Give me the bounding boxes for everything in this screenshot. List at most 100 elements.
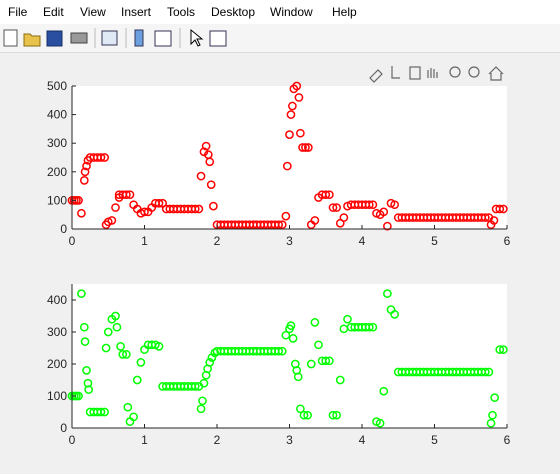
marker — [480, 213, 490, 222]
marker — [209, 201, 218, 211]
marker — [281, 330, 291, 340]
marker — [298, 143, 307, 152]
marker — [111, 203, 120, 212]
marker — [116, 342, 125, 351]
axes-toolbar — [369, 66, 504, 83]
y-tick-label: 300 — [47, 136, 67, 150]
legend-icon[interactable] — [154, 30, 172, 47]
marker — [293, 372, 303, 382]
x-tick-label: 4 — [359, 433, 366, 447]
marker — [379, 207, 389, 217]
pointer-icon[interactable] — [190, 28, 204, 47]
marker — [488, 410, 497, 420]
y-tick-label: 200 — [47, 165, 67, 179]
menu-item[interactable]: Window — [270, 5, 313, 19]
x-tick-label: 5 — [431, 234, 438, 248]
zoom-out-icon[interactable] — [468, 66, 480, 78]
menu-item[interactable]: File — [8, 5, 28, 19]
y-tick-label: 300 — [47, 325, 67, 339]
marker — [122, 350, 131, 359]
y-tick-label: 500 — [47, 79, 67, 93]
marker — [495, 204, 505, 214]
marker — [205, 157, 215, 167]
new-icon[interactable] — [3, 29, 18, 47]
marker — [364, 322, 374, 332]
marker — [321, 190, 331, 200]
link-icon[interactable] — [101, 30, 118, 46]
toolbar-icons — [3, 28, 227, 48]
marker — [499, 345, 508, 354]
property-icon[interactable] — [209, 30, 227, 47]
marker — [277, 346, 287, 356]
marker — [111, 311, 120, 321]
x-tick-label: 0 — [69, 433, 76, 447]
marker — [332, 203, 341, 212]
menu-item[interactable]: Help — [332, 5, 357, 19]
marker — [296, 128, 305, 138]
menu-item[interactable]: Edit — [43, 5, 64, 19]
marker — [154, 198, 164, 208]
marker — [383, 221, 392, 231]
pan-icon[interactable] — [427, 68, 438, 78]
marker — [288, 334, 298, 343]
zoom-in-icon[interactable] — [449, 66, 461, 78]
marker — [274, 346, 283, 356]
marker — [304, 143, 313, 152]
x-tick-label: 3 — [286, 234, 293, 248]
brush-icon[interactable] — [369, 69, 383, 83]
marker — [495, 345, 505, 354]
marker — [282, 161, 292, 171]
marker — [125, 190, 135, 200]
marker — [321, 356, 331, 366]
marker — [306, 359, 316, 369]
marker — [82, 161, 91, 171]
marker — [390, 200, 399, 210]
menu-item[interactable]: Desktop — [211, 5, 256, 19]
marker — [196, 171, 206, 181]
marker — [328, 203, 338, 212]
marker — [288, 101, 297, 111]
marker — [379, 386, 389, 396]
y-tick-label: 0 — [60, 222, 67, 236]
marker — [96, 153, 106, 162]
menu-bar: File Edit View Insert Tools Desktop Window Help — [0, 0, 560, 24]
y-tick-label: 400 — [47, 108, 67, 122]
marker — [205, 358, 215, 367]
menu-item[interactable]: Insert — [121, 5, 152, 19]
open-icon[interactable] — [23, 33, 41, 47]
y-tick-label: 100 — [47, 193, 67, 207]
marker — [100, 153, 109, 162]
marker — [132, 375, 142, 385]
x-tick-label: 6 — [504, 234, 511, 248]
menu-item[interactable]: View — [80, 5, 106, 19]
marker — [294, 93, 304, 102]
marker — [325, 356, 334, 366]
marker — [303, 410, 312, 420]
marker — [136, 358, 146, 367]
marker — [277, 220, 287, 230]
print-icon[interactable] — [70, 32, 88, 44]
x-tick-label: 3 — [286, 433, 293, 447]
marker — [285, 130, 294, 139]
save-icon[interactable] — [46, 30, 63, 47]
marker — [499, 204, 508, 214]
marker — [339, 213, 349, 222]
marker — [296, 404, 305, 414]
marker — [286, 321, 296, 330]
colorbar-icon[interactable] — [134, 29, 144, 47]
marker — [77, 289, 86, 298]
marker — [96, 407, 106, 417]
marker — [368, 322, 378, 332]
datatip-icon[interactable] — [391, 66, 400, 79]
restore-icon[interactable] — [409, 66, 421, 80]
home-icon[interactable] — [488, 66, 504, 81]
marker — [107, 216, 117, 225]
marker — [390, 310, 399, 319]
marker — [480, 367, 490, 377]
menu-item[interactable]: Tools — [167, 5, 196, 19]
marker — [489, 216, 499, 225]
marker — [286, 110, 296, 119]
marker — [190, 382, 200, 391]
marker — [301, 143, 310, 152]
